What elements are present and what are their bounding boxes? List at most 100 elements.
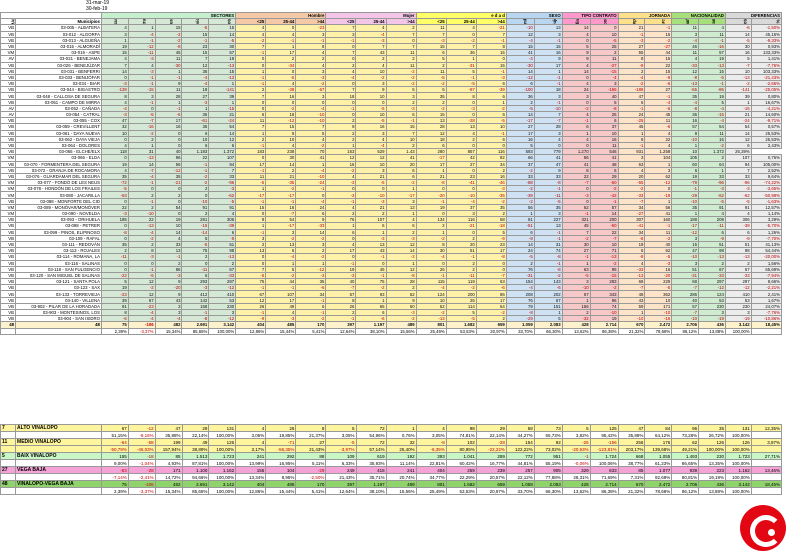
summary-percent: 28,31% <box>561 473 591 481</box>
summary-value: 49,21% <box>671 445 700 453</box>
summary-percent <box>750 459 783 467</box>
percent-cell: 66,30% <box>533 327 563 335</box>
summary-value: 100,00% <box>208 445 237 453</box>
summary-value: 25,40% <box>385 445 417 453</box>
summary-percent: 16,95% <box>265 459 297 467</box>
summary-label <box>15 445 102 453</box>
summary-percent: 13,99% <box>235 459 267 467</box>
summary-percent: 3,05% <box>235 431 267 439</box>
summary-percent: -2,41% <box>127 473 156 481</box>
column-header-label: Mujer <box>552 18 558 25</box>
summary-value: 1.493 <box>671 452 700 460</box>
summary-value: 96 <box>671 424 700 432</box>
summary-value: 436 <box>698 480 726 488</box>
table-row: VB 03-140 - VILLENA 39 67 43 142 53 12 17 -1 8 1 9 10… <box>0 296 783 304</box>
column-header: Agricultura <box>100 18 129 26</box>
summary-value: 772 <box>505 452 535 460</box>
table-row: VB 03-902 - PILAR DE LA HORADADA 91 -23 3 158… <box>0 302 783 311</box>
table-row: VB 03-033 - BENIJÓFAR 0 -1 -1 -4 -13 -1 -5 -3 -4 -2… <box>0 73 783 82</box>
table-row: VB 03-114 - ROMANA, LA -11 -3 -1 2 -13 0 -4 -2 0 -1… <box>0 253 783 261</box>
summary-percent: 4,93% <box>154 459 183 467</box>
summary-percent: 94,66% <box>181 473 210 481</box>
summary-value: 485 <box>265 480 297 488</box>
summary-value: 72 <box>355 438 387 446</box>
summary-percent: 87,81% <box>181 459 210 467</box>
summary-label: VEGA BAJA <box>15 466 102 474</box>
summary-value: 102 <box>445 438 477 446</box>
summary-value: 1.077 <box>644 466 673 474</box>
summary-value: 8 <box>295 424 327 432</box>
summary-row: 27 VEGA BAJA -83 -28 171 1.100 1.162 155 104 -29 2… <box>0 466 783 474</box>
summary-value: -71 <box>265 438 297 446</box>
summary-value: 4 <box>235 424 267 432</box>
summary-value: -123,81% <box>589 445 619 453</box>
table-row: VB 03-015 - ALMORADÍ 19 -12 -8 23 30 7 1 8 0 7 7 15 7 8… <box>0 42 783 51</box>
percent-cell: 15,34% <box>154 327 183 335</box>
percent-cell: 2,39% <box>100 327 129 335</box>
column-header-label: Parcial <box>661 20 666 24</box>
summary-value: 126 <box>724 438 752 446</box>
summary-percent: 15,56% <box>385 487 417 495</box>
summary-value: 939 <box>671 466 700 474</box>
summary-value: 1.162 <box>208 466 237 474</box>
summary-value: -46,03% <box>127 445 156 453</box>
date-line-1: 31-mar-19 <box>86 0 110 6</box>
summary-value: -1 <box>561 452 591 460</box>
table-row: VB 03-113 - ROJALES 2 8 13 75 98 13 6 2 17 43 14 30 51… <box>0 247 783 255</box>
summary-num: 27 <box>0 466 17 474</box>
percent-cell: 86,38% <box>589 327 619 335</box>
summary-percent: 100,00% <box>724 473 752 481</box>
summary-value: 192 <box>385 452 417 460</box>
percent-cell: 12,64% <box>325 327 357 335</box>
summary-percent: 55,73% <box>533 431 563 439</box>
summary-value: 329 <box>561 466 591 474</box>
summary-percent: -0,06% <box>561 459 591 467</box>
summary-percent: 80,81% <box>671 473 700 481</box>
summary-value: 292 <box>265 452 297 460</box>
summary-value: 670 <box>617 480 646 488</box>
table-row: VB 03-031 - BENFERRI 14 -3 1 36 15 1 0 3 4 10 -2 11 5-… <box>0 67 783 75</box>
summary-value: 131 <box>724 424 752 432</box>
municipio-cell: 03-076 - GUARDAMAR DEL SEGURA <box>15 172 102 181</box>
percent-cell: 12,86% <box>235 327 267 335</box>
summary-percent: 22,81% <box>415 459 447 467</box>
summary-value: 131 <box>208 424 237 432</box>
summary-percent: 21,43% <box>325 473 357 481</box>
data-table: SECTORES Hombre Mujer e d a d SEXO TIPO … <box>0 11 783 335</box>
summary-value: -58 <box>127 438 156 446</box>
summary-value: 668 <box>617 452 646 460</box>
summary-percent: 74,81% <box>445 431 477 439</box>
percent-cell: 85,65% <box>181 327 210 335</box>
summary-value: 29 <box>181 424 210 432</box>
summary-value: 489 <box>385 480 417 488</box>
summary-row: 5 BAIX VINALOPÓ 155 -18 85 1.513 1.723 241 292 88… <box>0 452 783 460</box>
table-row: VB 03-048 - CALLOSA DE SEGURA 8 3 28 27 39 7 16 3… <box>0 92 783 100</box>
table-row: VM 03-089 - MONÓVAR/MONÒVER 22 2 54 91 91 15 16 2… <box>0 203 783 212</box>
summary-num: 7 <box>0 424 17 432</box>
summary-percent: 7,31% <box>617 473 646 481</box>
summary-num: 11 <box>0 438 17 446</box>
column-header-label: Extranjera <box>711 20 716 24</box>
percent-cell: 100,00% <box>724 327 752 335</box>
column-header: Indefinidos <box>561 18 591 26</box>
summary-percent: 20,74% <box>385 473 417 481</box>
group-header-row: SECTORES Hombre Mujer e d a d SEXO TIPO … <box>0 11 783 20</box>
summary-value: 1.041 <box>445 452 477 460</box>
summary-percent: 20,97% <box>475 487 507 495</box>
table-row: AV 03-052 - CAÑADA -4 0 -1 1 -15 0 -2 -4 -1 -5 -3 -2-… <box>0 104 783 113</box>
summary-value: 122,22% <box>505 445 535 453</box>
summary-percent: 61,23% <box>644 459 673 467</box>
summary-percent: -1,04% <box>127 459 156 467</box>
summary-percent: -9,16% <box>127 431 156 439</box>
percent-cell: 5,41% <box>295 327 327 335</box>
summary-value: 289 <box>475 452 507 460</box>
brand-logo <box>740 505 786 551</box>
table-row: VB 03-062 - DAYA VIEJA 0 2 0 10 12 2 10 4 2 4 10 18 2 6… <box>0 135 783 143</box>
summary-value: 35 <box>698 424 726 432</box>
summary-percent: 25,49% <box>415 487 447 495</box>
summary-value: 73,02% <box>533 445 563 453</box>
percent-cell: 33,70% <box>505 327 535 335</box>
summary-percent: 14,72% <box>154 473 183 481</box>
summary-percent: 9,00% <box>100 459 129 467</box>
summary-percent: 11,14% <box>385 459 417 467</box>
